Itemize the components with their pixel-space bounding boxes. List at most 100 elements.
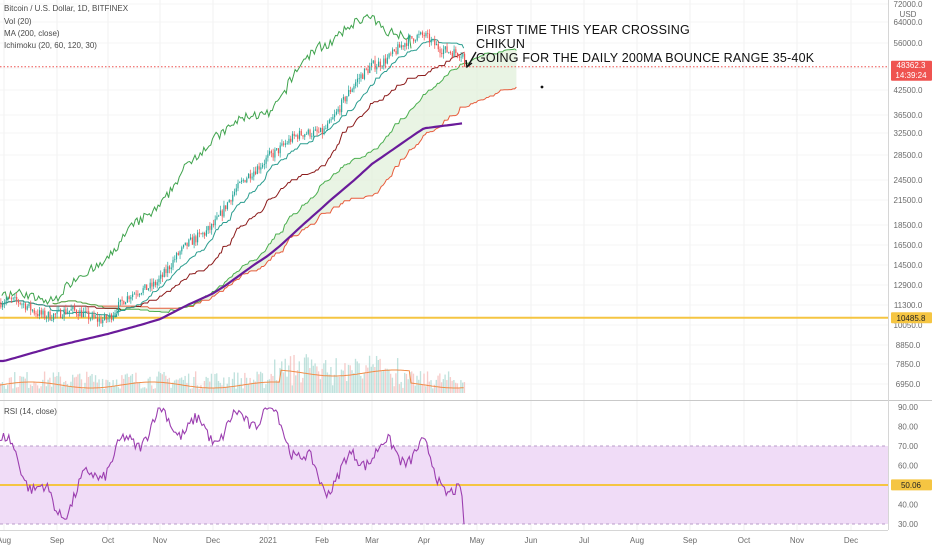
candle-body [177,253,179,255]
volume-bar [453,380,455,393]
legend-vol[interactable]: Vol (20) [4,17,32,26]
candle-body [448,52,450,54]
volume-bar [175,379,178,393]
volume-bar [382,370,385,393]
candle-body [21,303,23,305]
rsi-tick-label: 60.00 [898,462,919,471]
volume-bar [151,385,153,393]
volume-bar [398,384,401,393]
candle-body [439,49,441,53]
volume-bar [368,355,371,393]
candle-body [441,52,443,55]
annotation-line-2[interactable]: CHIKUN [476,37,525,51]
volume-bar [205,376,207,393]
legend-title[interactable]: Bitcoin / U.S. Dollar, 1D, BITFINEX [4,4,129,13]
volume-bar [198,388,200,393]
candle-body [314,129,316,131]
volume-bar [115,379,118,393]
candle-body [393,49,395,51]
volume-bar [187,373,190,393]
candle-body [428,33,431,43]
candle-body [413,38,415,42]
last-price-label[interactable]: 48362.3 14:39:24 [891,61,932,81]
candle-body [228,200,230,203]
candle-body [205,230,207,236]
candle-body [270,151,272,153]
candle-body [51,319,53,321]
legend-ma[interactable]: MA (200, close) [4,29,60,38]
candle-body [279,145,281,154]
price-axis-ticks[interactable]: 64000.056000.048000.042500.036500.032500… [894,0,923,389]
candlesticks[interactable] [0,29,466,327]
time-tick-label: Dec [844,536,858,545]
candle-body [358,78,360,80]
time-tick-label: 2021 [259,536,277,545]
price-tick-label: 72000.0 [894,0,923,9]
annotation-line-3[interactable]: GOING FOR THE DAILY 200MA BOUNCE RANGE 3… [476,51,815,65]
candle-body [464,53,466,67]
candle-body [153,281,155,287]
candle-body [237,182,239,189]
volume-bar [207,377,209,393]
support-label[interactable]: 10485.8 [891,312,932,324]
volume-bar [22,376,25,393]
volume-bar [458,388,460,393]
legend-rsi[interactable]: RSI (14, close) [4,407,57,416]
volume-bar [430,380,432,393]
volume-bar [54,376,56,393]
candle-body [79,310,81,317]
candle-body [341,99,343,113]
candle-body [399,44,401,48]
candle-body [33,309,35,314]
time-axis-ticks[interactable]: Aug Sep Oct Nov Dec 2021 Feb Mar Apr May Jun Jul Aug… [0,536,858,545]
candle-body [372,60,374,63]
volume-bar [72,374,74,393]
volume-bar [351,370,353,393]
candle-body [421,32,424,36]
candle-body [262,164,264,168]
candle-body [427,33,429,34]
volume-bar [137,382,139,393]
rsi-line[interactable] [0,407,465,525]
volume-bar [252,379,255,393]
candle-body [256,166,258,175]
candle-body [82,312,85,318]
candle-body [363,68,366,79]
candle-body [45,317,48,319]
candle-body [362,74,364,79]
volume-bar [361,378,364,393]
candle-body [312,130,315,136]
volume-bar [437,375,439,393]
candle-body [374,60,376,70]
volume-bar [17,387,19,393]
volume-bar [12,388,14,393]
volume-bar [194,371,197,393]
volume-bar [168,377,170,393]
candle-body [182,244,185,248]
candle-body [9,297,11,299]
candle-body [167,266,169,274]
volume-bar [70,381,72,393]
candle-body [63,309,65,318]
time-tick-label: Feb [315,536,329,545]
candle-body [420,32,422,34]
time-tick-label: Nov [153,536,167,545]
volume-bar [284,358,286,393]
rsi-current-label[interactable]: 50.06 [891,479,932,491]
candle-body [156,282,158,286]
candle-body [302,135,304,137]
annotation-line-1[interactable]: FIRST TIME THIS YEAR CROSSING [476,23,690,37]
volume-bar [407,379,409,393]
annotation-arrow-icon[interactable] [467,51,477,67]
ma200-line[interactable] [0,122,463,363]
candle-body [384,58,387,64]
candle-body [49,311,51,321]
volume-bar [184,375,186,393]
legend-ichimoku[interactable]: Ichimoku (20, 60, 120, 30) [4,41,97,50]
candle-body [16,296,18,301]
volume-bar [402,387,404,393]
price-tick-label: 16500.0 [894,241,923,250]
candle-body [209,226,211,230]
candle-body [232,194,234,202]
